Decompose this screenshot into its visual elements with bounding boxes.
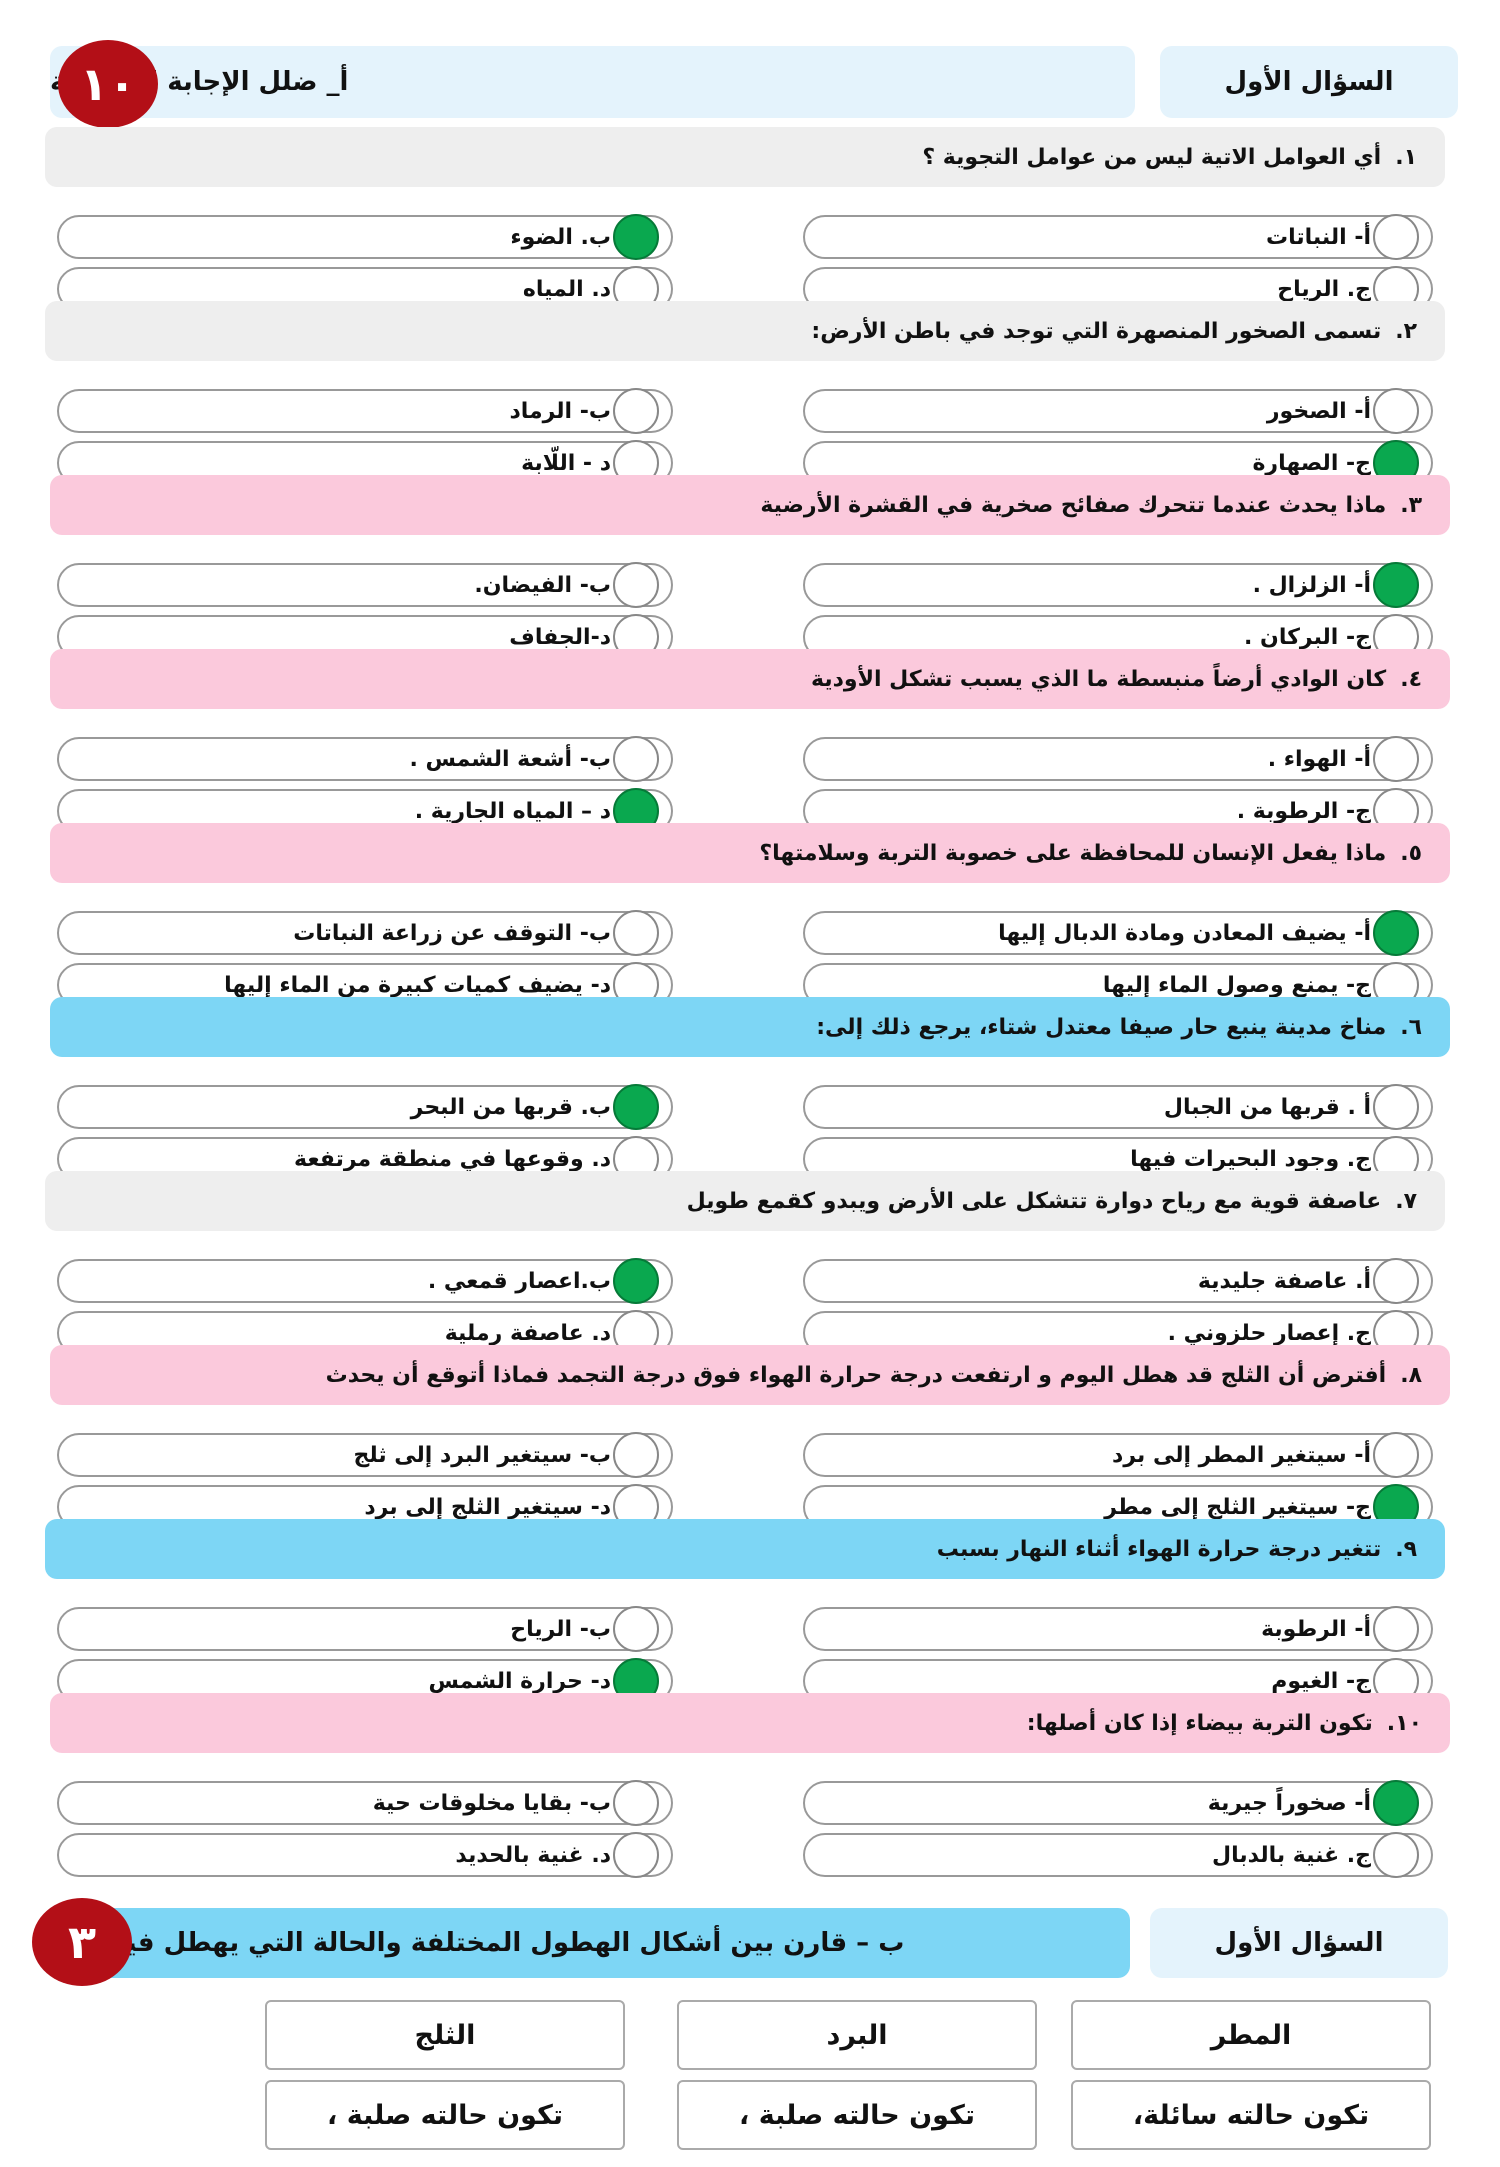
radio-button[interactable] — [1373, 1606, 1419, 1652]
option: ب- أشعة الشمس . — [57, 737, 673, 781]
option: ب- التوقف عن زراعة النباتات — [57, 911, 673, 955]
question-number: ١. — [1395, 144, 1417, 170]
table-header: البرد — [677, 2000, 1037, 2070]
table-header: الثلج — [265, 2000, 625, 2070]
question-band: ٩. تتغير درجة حرارة الهواء أثناء النهار ب… — [45, 1519, 1445, 1579]
option: أ . قربها من الجبال — [803, 1085, 1433, 1129]
question-band: ٢. تسمى الصخور المنصهرة التي توجد في باطن… — [45, 301, 1445, 361]
question-number: ٩. — [1395, 1536, 1417, 1562]
question-band: ٥. ماذا يفعل الإنسان للمحافظة على خصوبة ا… — [50, 823, 1450, 883]
table-cell: تكون حالته صلبة ، — [265, 2080, 625, 2150]
section-title: ب – قارن بين أشكال الهطول المختلفة والحا… — [100, 1908, 1130, 1978]
question-band: ٧. عاصفة قوية مع رياح دوارة تتشكل على الأ… — [45, 1171, 1445, 1231]
question-text: تكون التربة بيضاء إذا كان أصلها: — [1026, 1710, 1373, 1736]
question-number: ١٠. — [1386, 1710, 1422, 1736]
question-band: ٦. مناخ مدينة ينبع حار صيفا معتدل شتاء، ي… — [50, 997, 1450, 1057]
section-title: أ_ ضلل الإجابة الصحيحة — [50, 46, 1135, 118]
question-band: ٣. ماذا يحدث عندما تتحرك صفائح صخرية في ا… — [50, 475, 1450, 535]
question-text: ماذا يحدث عندما تتحرك صفائح صخرية في الق… — [760, 492, 1387, 518]
question-text: أفترض أن الثلج قد هطل اليوم و ارتفعت درج… — [325, 1362, 1387, 1388]
question-text: مناخ مدينة ينبع حار صيفا معتدل شتاء، يرج… — [816, 1014, 1387, 1040]
radio-button[interactable] — [613, 1084, 659, 1130]
option: ب. قربها من البحر — [57, 1085, 673, 1129]
question-number: ٤. — [1400, 666, 1422, 692]
radio-button[interactable] — [613, 1606, 659, 1652]
radio-button[interactable] — [613, 1258, 659, 1304]
option: ب- الرماد — [57, 389, 673, 433]
radio-button[interactable] — [613, 562, 659, 608]
question-number: ٥. — [1400, 840, 1422, 866]
radio-button[interactable] — [1373, 736, 1419, 782]
option: أ. عاصفة جليدية — [803, 1259, 1433, 1303]
question-number: ٧. — [1395, 1188, 1417, 1214]
option: أ- النباتات — [803, 215, 1433, 259]
question-text: عاصفة قوية مع رياح دوارة تتشكل على الأرض… — [686, 1188, 1382, 1214]
radio-button[interactable] — [1373, 214, 1419, 260]
radio-button[interactable] — [1373, 1432, 1419, 1478]
table-header: المطر — [1071, 2000, 1431, 2070]
radio-button[interactable] — [613, 1432, 659, 1478]
section-label: السؤال الأول — [1150, 1908, 1448, 1978]
radio-button[interactable] — [613, 910, 659, 956]
question-band: ١٠. تكون التربة بيضاء إذا كان أصلها: — [50, 1693, 1450, 1753]
question-number: ٢. — [1395, 318, 1417, 344]
option: ب- بقايا مخلوقات حية — [57, 1781, 673, 1825]
question-text: أي العوامل الاتية ليس من عوامل التجوية ؟ — [922, 144, 1382, 170]
question-text: تسمى الصخور المنصهرة التي توجد في باطن ا… — [811, 318, 1382, 344]
option: ب- سيتغير البرد إلى ثلج — [57, 1433, 673, 1477]
question-number: ٨. — [1400, 1362, 1422, 1388]
question-text: تتغير درجة حرارة الهواء أثناء النهار بسب… — [936, 1536, 1382, 1562]
radio-button[interactable] — [1373, 1084, 1419, 1130]
option: أ- الزلزال . — [803, 563, 1433, 607]
option: أ- الرطوبة — [803, 1607, 1433, 1651]
radio-button[interactable] — [613, 1832, 659, 1878]
question-band: ٤. كان الوادي أرضاً منبسطة ما الذي يسبب ت… — [50, 649, 1450, 709]
question-band: ٨. أفترض أن الثلج قد هطل اليوم و ارتفعت د… — [50, 1345, 1450, 1405]
radio-button[interactable] — [613, 214, 659, 260]
radio-button[interactable] — [1373, 1258, 1419, 1304]
option: ب. الضوء — [57, 215, 673, 259]
option: ب.اعصار قمعي . — [57, 1259, 673, 1303]
score-badge: ٣ — [32, 1898, 132, 1986]
table-cell: تكون حالته صلبة ، — [677, 2080, 1037, 2150]
radio-button[interactable] — [1373, 562, 1419, 608]
score-badge: ١٠ — [58, 40, 158, 128]
radio-button[interactable] — [613, 388, 659, 434]
radio-button[interactable] — [1373, 910, 1419, 956]
option: ب- الرياح — [57, 1607, 673, 1651]
option: أ- الهواء . — [803, 737, 1433, 781]
radio-button[interactable] — [613, 736, 659, 782]
radio-button[interactable] — [1373, 1780, 1419, 1826]
option: أ- صخوراً جيرية — [803, 1781, 1433, 1825]
option: ب- الفيضان. — [57, 563, 673, 607]
section-label: السؤال الأول — [1160, 46, 1458, 118]
option: أ- سيتغير المطر إلى برد — [803, 1433, 1433, 1477]
radio-button[interactable] — [613, 1780, 659, 1826]
option: د. غنية بالحديد — [57, 1833, 673, 1877]
option: ج. غنية بالدبال — [803, 1833, 1433, 1877]
radio-button[interactable] — [1373, 1832, 1419, 1878]
option: أ- الصخور — [803, 389, 1433, 433]
question-band: ١. أي العوامل الاتية ليس من عوامل التجوية… — [45, 127, 1445, 187]
radio-button[interactable] — [1373, 388, 1419, 434]
question-text: كان الوادي أرضاً منبسطة ما الذي يسبب تشك… — [811, 666, 1387, 692]
option: أ- يضيف المعادن ومادة الدبال إليها — [803, 911, 1433, 955]
table-cell: تكون حالته سائلة، — [1071, 2080, 1431, 2150]
question-text: ماذا يفعل الإنسان للمحافظة على خصوبة الت… — [759, 840, 1387, 866]
question-number: ٣. — [1400, 492, 1422, 518]
question-number: ٦. — [1400, 1014, 1422, 1040]
